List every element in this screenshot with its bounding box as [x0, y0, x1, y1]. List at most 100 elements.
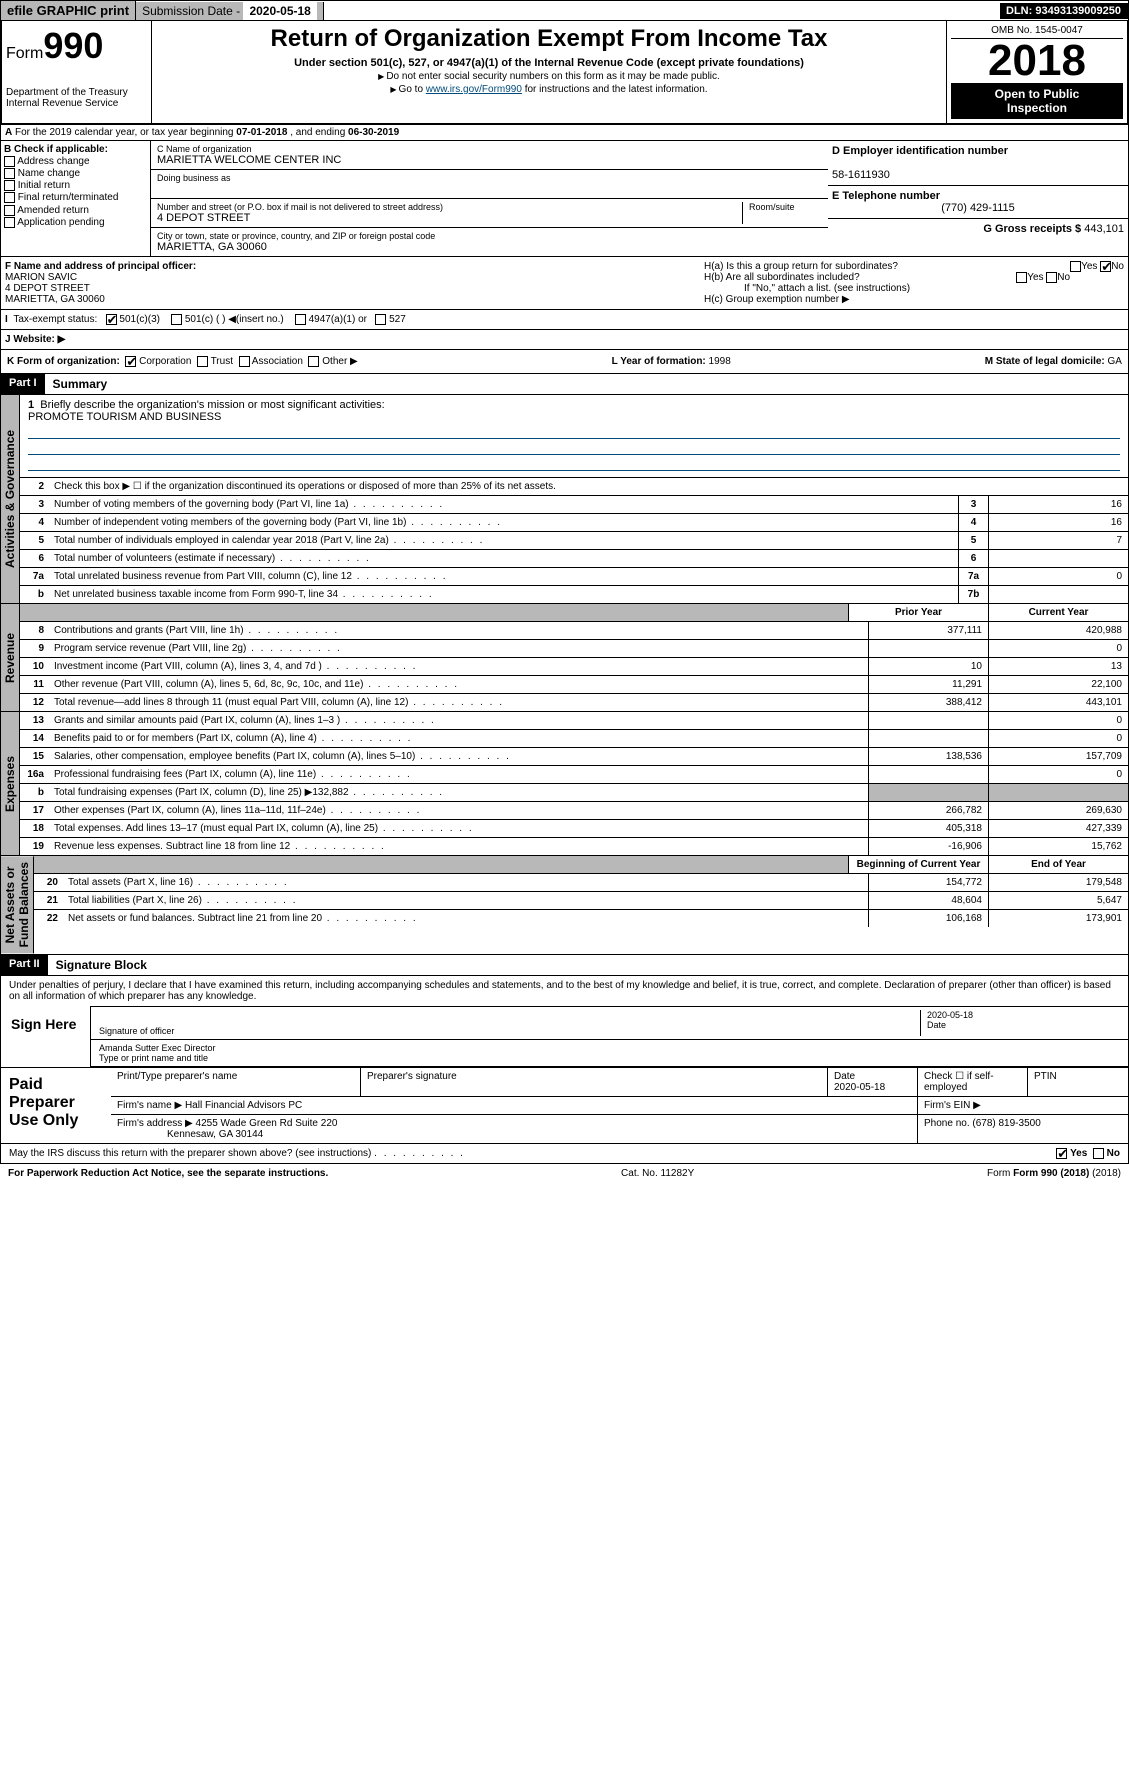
- summary-row: 18Total expenses. Add lines 13–17 (must …: [20, 820, 1128, 838]
- prep-date-h: Date: [834, 1071, 855, 1082]
- officer-addr1: 4 DEPOT STREET: [5, 283, 90, 294]
- summary-row: 7aTotal unrelated business revenue from …: [20, 568, 1128, 586]
- irs-link[interactable]: www.irs.gov/Form990: [426, 84, 522, 95]
- ha-yes[interactable]: [1070, 261, 1081, 272]
- cb-501c3[interactable]: [106, 314, 117, 325]
- box-f: F Name and address of principal officer:…: [5, 261, 704, 305]
- sig-officer-label: Signature of officer: [99, 1026, 920, 1036]
- firm-ein-l: Firm's EIN ▶: [918, 1097, 1128, 1114]
- side-net: Net Assets or Fund Balances: [1, 856, 34, 953]
- cb-assoc[interactable]: [239, 356, 250, 367]
- form-title: Return of Organization Exempt From Incom…: [156, 25, 942, 53]
- summary-row: 9Program service revenue (Part VIII, lin…: [20, 640, 1128, 658]
- col-end: End of Year: [988, 856, 1128, 873]
- domicile-label: M State of legal domicile:: [985, 356, 1108, 367]
- hb-yes[interactable]: [1016, 272, 1027, 283]
- col-current: Current Year: [988, 604, 1128, 621]
- hc-text: H(c) Group exemption number ▶: [704, 294, 1124, 305]
- cb-amended[interactable]: Amended return: [4, 205, 147, 216]
- phone-value: (770) 429-1115: [832, 202, 1124, 214]
- cb-501c[interactable]: [171, 314, 182, 325]
- form-subtitle: Under section 501(c), 527, or 4947(a)(1)…: [156, 57, 942, 69]
- summary-row: 3Number of voting members of the governi…: [20, 496, 1128, 514]
- box-i: I Tax-exempt status: 501(c)(3) 501(c) ( …: [0, 310, 1129, 330]
- cb-final[interactable]: Final return/terminated: [4, 192, 147, 203]
- hb-no[interactable]: [1046, 272, 1057, 283]
- cb-name[interactable]: Name change: [4, 168, 147, 179]
- side-governance: Activities & Governance: [1, 395, 20, 603]
- box-h: H(a) Is this a group return for subordin…: [704, 261, 1124, 305]
- summary-row: 17Other expenses (Part IX, column (A), l…: [20, 802, 1128, 820]
- discuss-text: May the IRS discuss this return with the…: [9, 1148, 371, 1159]
- website-label: J Website: ▶: [5, 334, 65, 345]
- part2-title: Signature Block: [48, 955, 155, 975]
- side-revenue: Revenue: [1, 604, 20, 711]
- instr-ssn: Do not enter social security numbers on …: [156, 71, 942, 82]
- firm-city: Kennesaw, GA 30144: [167, 1129, 263, 1140]
- dln-value: 93493139009250: [1035, 5, 1121, 17]
- box-b-label: B Check if applicable:: [4, 144, 108, 155]
- summary-row: 13Grants and similar amounts paid (Part …: [20, 712, 1128, 730]
- cb-pending[interactable]: Application pending: [4, 217, 147, 228]
- org-name-label: C Name of organization: [157, 144, 822, 154]
- firm-addr-l: Firm's address ▶: [117, 1118, 193, 1129]
- part2-badge: Part II: [1, 955, 48, 975]
- phone-label: E Telephone number: [832, 190, 940, 202]
- box-b: B Check if applicable: Address change Na…: [1, 141, 151, 256]
- section-a: A For the 2019 calendar year, or tax yea…: [0, 125, 1129, 141]
- cb-trust[interactable]: [197, 356, 208, 367]
- cb-527[interactable]: [375, 314, 386, 325]
- part1-title: Summary: [45, 374, 116, 394]
- org-name: MARIETTA WELCOME CENTER INC: [157, 154, 822, 166]
- col-begin: Beginning of Current Year: [848, 856, 988, 873]
- date-label: Date: [927, 1020, 1120, 1030]
- form-org-label: K Form of organization:: [7, 356, 120, 367]
- discuss-no[interactable]: [1093, 1148, 1104, 1159]
- ein-value: 58-1611930: [832, 169, 890, 181]
- revenue-section: Revenue Prior YearCurrent Year 8Contribu…: [0, 604, 1129, 712]
- side-expenses: Expenses: [1, 712, 20, 855]
- city-label: City or town, state or province, country…: [157, 231, 822, 241]
- box-c: C Name of organization MARIETTA WELCOME …: [151, 141, 828, 256]
- cb-initial[interactable]: Initial return: [4, 180, 147, 191]
- tax-status-label: Tax-exempt status:: [13, 314, 97, 325]
- cb-address[interactable]: Address change: [4, 156, 147, 167]
- domicile: GA: [1108, 356, 1122, 367]
- pra-notice: For Paperwork Reduction Act Notice, see …: [8, 1168, 328, 1179]
- summary-row: 16aProfessional fundraising fees (Part I…: [20, 766, 1128, 784]
- summary-row: 14Benefits paid to or for members (Part …: [20, 730, 1128, 748]
- part2-header: Part II Signature Block: [0, 955, 1129, 976]
- form-header: Form990 Department of the Treasury Inter…: [0, 21, 1129, 125]
- summary-row: 15Salaries, other compensation, employee…: [20, 748, 1128, 766]
- form-number: Form990: [6, 25, 147, 67]
- cb-other[interactable]: [308, 356, 319, 367]
- org-info-grid: B Check if applicable: Address change Na…: [0, 141, 1129, 257]
- form-prefix: Form: [6, 45, 43, 62]
- org-city: MARIETTA, GA 30060: [157, 241, 822, 253]
- submission-label: Submission Date -: [142, 4, 243, 18]
- ha-no[interactable]: [1100, 261, 1111, 272]
- summary-row: bNet unrelated business taxable income f…: [20, 586, 1128, 603]
- part1-header: Part I Summary: [0, 374, 1129, 395]
- cb-4947[interactable]: [295, 314, 306, 325]
- officer-addr2: MARIETTA, GA 30060: [5, 294, 105, 305]
- expenses-section: Expenses 13Grants and similar amounts pa…: [0, 712, 1129, 856]
- ein-label: D Employer identification number: [832, 145, 1008, 157]
- bottom-line: For Paperwork Reduction Act Notice, see …: [0, 1164, 1129, 1183]
- summary-row: 6Total number of volunteers (estimate if…: [20, 550, 1128, 568]
- cb-corp[interactable]: [125, 356, 136, 367]
- prep-sig-h: Preparer's signature: [361, 1068, 828, 1096]
- efile-print-button[interactable]: efile GRAPHIC print: [1, 1, 136, 20]
- addr-label: Number and street (or P.O. box if mail i…: [157, 202, 742, 212]
- discuss-yes[interactable]: [1056, 1148, 1067, 1159]
- discuss-row: May the IRS discuss this return with the…: [0, 1144, 1129, 1164]
- dln: DLN: 93493139009250: [1000, 3, 1128, 19]
- netassets-section: Net Assets or Fund Balances Beginning of…: [0, 856, 1129, 954]
- dba-label: Doing business as: [157, 173, 822, 183]
- room-label: Room/suite: [742, 202, 822, 224]
- summary-row: 4Number of independent voting members of…: [20, 514, 1128, 532]
- dln-label: DLN:: [1006, 5, 1035, 17]
- ptin-h: PTIN: [1028, 1068, 1128, 1096]
- summary-row: 19Revenue less expenses. Subtract line 1…: [20, 838, 1128, 855]
- ha-text: H(a) Is this a group return for subordin…: [704, 261, 898, 272]
